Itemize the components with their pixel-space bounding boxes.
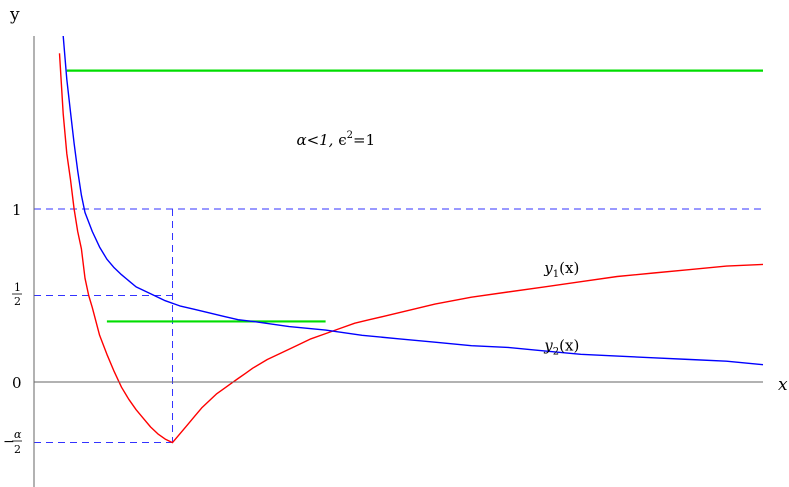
- series-lines: [58, 35, 764, 444]
- annotation-rest: =1: [353, 131, 375, 149]
- ytick-half-numerator: 1: [14, 281, 21, 294]
- series-label-y1: y1(x): [543, 259, 579, 280]
- y1-label-main: y: [543, 259, 553, 277]
- y1-label-sub: 1: [553, 269, 559, 280]
- ytick-alpha-half-minus: −: [3, 434, 15, 450]
- annotation-superscript: 2: [347, 130, 353, 141]
- y-axis-label: y: [9, 5, 20, 25]
- ytick-0: 0: [12, 374, 22, 392]
- annotation-epsilon: ϵ: [338, 131, 346, 149]
- series-line-y1: [58, 53, 764, 444]
- parameter-annotation: α<1, ϵ2=1: [296, 130, 375, 149]
- ytick-half-denominator: 2: [14, 295, 21, 308]
- series-line-y2: [62, 35, 764, 366]
- dashed-guides: [34, 208, 763, 444]
- x-axis-label: x: [778, 375, 788, 395]
- green-segments: [66, 69, 763, 323]
- ytick-1: 1: [12, 201, 22, 219]
- ytick-alpha-half-numerator: α: [14, 428, 22, 441]
- y2-label-main: y: [543, 336, 553, 354]
- ytick-alpha-half: − α 2: [3, 428, 22, 456]
- ytick-alpha-half-denominator: 2: [14, 443, 21, 456]
- y2-label-sub: 2: [553, 346, 559, 357]
- annotation-alpha: α<1,: [296, 131, 338, 149]
- ytick-half: 1 2: [12, 281, 22, 308]
- y2-label-arg: (x): [559, 336, 579, 354]
- series-label-y2: y2(x): [543, 336, 579, 357]
- y1-label-arg: (x): [559, 259, 579, 277]
